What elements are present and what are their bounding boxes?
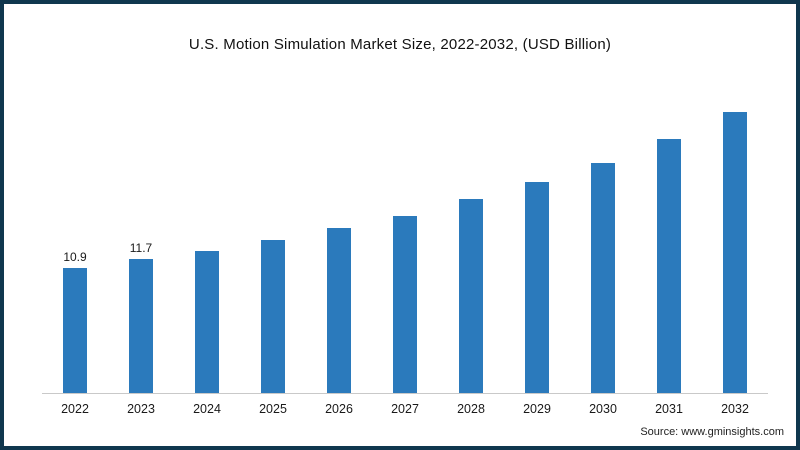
bar-column (372, 89, 438, 393)
chart-title: U.S. Motion Simulation Market Size, 2022… (188, 36, 612, 53)
bar (393, 216, 417, 393)
x-axis-label: 2027 (391, 402, 419, 416)
bar (459, 199, 483, 393)
x-axis-label: 2032 (721, 402, 749, 416)
x-axis-label: 2029 (523, 402, 551, 416)
bar-column (174, 89, 240, 393)
x-axis-label: 2030 (589, 402, 617, 416)
bar-value-label: 10.9 (63, 250, 87, 264)
bar-column (504, 89, 570, 393)
bar-column (306, 89, 372, 393)
x-axis-label: 2025 (259, 402, 287, 416)
source-attribution: Source: www.gminsights.com (640, 426, 784, 438)
x-axis-label: 2024 (193, 402, 221, 416)
bar-column (240, 89, 306, 393)
bar (327, 228, 351, 393)
bar (195, 251, 219, 393)
plot-area: 10.9 11.7 (42, 89, 768, 394)
bars-container: 10.9 11.7 (42, 89, 768, 394)
x-axis-label: 2026 (325, 402, 353, 416)
bar-column (438, 89, 504, 393)
bar (63, 268, 87, 393)
bar-column: 10.9 (42, 89, 108, 393)
bar (723, 112, 747, 393)
x-axis-label: 2023 (127, 402, 155, 416)
bar-column (636, 89, 702, 393)
x-axis-label: 2031 (655, 402, 683, 416)
x-axis-label: 2022 (61, 402, 89, 416)
bar (261, 240, 285, 393)
x-axis-label: 2028 (457, 402, 485, 416)
bar (591, 163, 615, 393)
bar-column (702, 89, 768, 393)
bar (525, 182, 549, 393)
bar-column (570, 89, 636, 393)
bar-value-label: 11.7 (129, 241, 153, 255)
x-axis-labels: 2022 2023 2024 2025 2026 2027 2028 2029 2030 2031… (42, 402, 768, 416)
bar-column: 11.7 (108, 89, 174, 393)
bar (129, 259, 153, 393)
bar (657, 139, 681, 393)
